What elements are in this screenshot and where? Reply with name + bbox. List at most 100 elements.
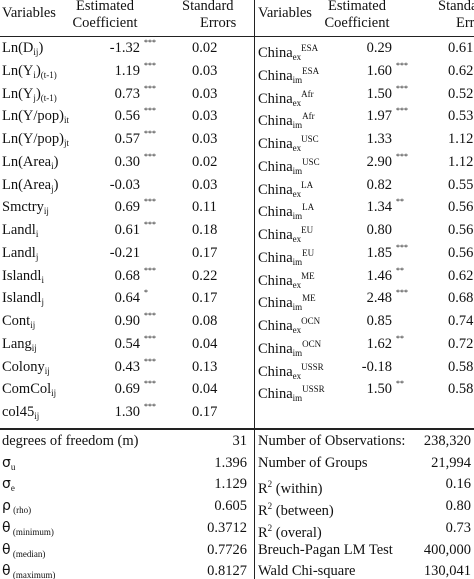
label-part: ) <box>38 40 44 56</box>
label-part: Breuch-Pagan LM Test <box>258 541 393 558</box>
label-part: R <box>258 503 268 520</box>
standard-error: 0.02 <box>192 153 218 170</box>
header: Variables <box>2 5 56 21</box>
standard-error: 0.72 <box>448 335 474 352</box>
standard-error: 0.56 <box>448 199 474 216</box>
label-part: ij <box>31 342 37 353</box>
label-part: China <box>258 113 293 130</box>
header: Errors <box>456 15 474 31</box>
significance: ** <box>396 379 404 389</box>
label-part: (maximum) <box>10 570 56 579</box>
label-part: China <box>258 363 293 380</box>
standard-error: 0.56 <box>448 222 474 238</box>
row-label: Breuch-Pagan LM Test <box>258 541 474 559</box>
label-part: Ln(Area <box>2 153 52 170</box>
row-label: ChinaexOCN <box>258 312 474 335</box>
label-part: ESA <box>301 43 319 53</box>
coefficient: 0.69 <box>114 381 140 398</box>
label-part: degrees of freedom (m) <box>2 433 139 449</box>
header: Variables <box>258 5 312 21</box>
coefficient: 0.80 <box>366 222 392 238</box>
label-part: ij <box>44 365 50 376</box>
stat-value: 0.16 <box>445 476 471 493</box>
label-part: China <box>258 90 293 107</box>
label-part: Ln(D <box>2 40 34 56</box>
header: Standard <box>182 0 234 14</box>
row-label: θ (maximum) <box>2 562 222 579</box>
standard-error: 0.03 <box>192 108 218 125</box>
row-label: Landli <box>2 221 222 239</box>
row-label: ChinaimESA <box>258 62 474 85</box>
row-label: ρ (rho) <box>2 497 222 515</box>
coefficient: 0.57 <box>114 131 140 147</box>
row-label: ChinaimUSSR <box>258 380 474 403</box>
row-label: Ln(Yi)(t-1) <box>2 62 222 80</box>
row-label: ChinaimAfr <box>258 107 474 130</box>
label-part: USSR <box>302 384 325 395</box>
label-part: i <box>51 160 54 171</box>
coefficient: 1.62 <box>366 335 392 352</box>
label-part: USC <box>302 156 320 167</box>
row-label: θ (median) <box>2 541 222 559</box>
coefficient: 0.30 <box>114 153 140 170</box>
header: Coefficient <box>72 15 138 31</box>
row-label: col45ij <box>2 403 222 421</box>
row-label: ComColij <box>2 380 222 398</box>
label-part: China <box>258 136 293 152</box>
coefficient: 1.19 <box>114 62 140 79</box>
coefficient: 0.64 <box>114 290 140 307</box>
label-part: ij <box>51 388 57 399</box>
coefficient: -1.32 <box>109 40 140 56</box>
label-part: Ln(Y <box>2 85 34 102</box>
label-part: ) <box>53 176 59 193</box>
header: Coefficient <box>324 15 390 31</box>
significance: ** <box>396 265 404 275</box>
standard-error: 0.03 <box>192 131 218 147</box>
label-part: u <box>10 461 16 472</box>
label-part: im <box>292 302 303 313</box>
standard-error: 0.68 <box>448 290 474 307</box>
column-divider <box>254 0 255 579</box>
row-label: ChinaimUSC <box>258 153 474 176</box>
coefficient: 0.43 <box>114 358 140 375</box>
label-part: σ <box>2 454 11 471</box>
stat-value: 0.605 <box>214 498 247 515</box>
significance: ** <box>396 197 404 207</box>
coefficient: 0.85 <box>366 313 392 329</box>
label-part: j <box>51 183 54 194</box>
significance: *** <box>396 242 408 252</box>
significance: *** <box>396 60 408 70</box>
standard-error: 0.03 <box>192 62 218 79</box>
label-part: (between) <box>272 503 334 520</box>
significance: *** <box>396 288 408 298</box>
row-label: σe <box>2 475 222 493</box>
label-part: θ <box>2 563 11 579</box>
label-part: ) <box>35 62 41 79</box>
label-part: ) <box>35 85 41 102</box>
label-part: jt <box>64 138 70 148</box>
label-part: Colony <box>2 358 45 375</box>
row-label: ChinaexEU <box>258 221 474 244</box>
label-part: ex <box>292 188 302 199</box>
label-part: ) <box>53 153 59 170</box>
label-part: j <box>33 92 36 103</box>
label-part: LA <box>302 202 315 213</box>
standard-error: 0.61 <box>448 40 474 56</box>
label-part: ex <box>292 52 302 62</box>
header: Estimated <box>76 0 134 14</box>
label-part: ij <box>33 47 39 57</box>
stat-value: 130,041 <box>423 563 471 579</box>
standard-error: 0.17 <box>192 404 218 420</box>
stat-value: 0.7726 <box>207 541 247 558</box>
label-part: ex <box>292 234 302 244</box>
label-part: (overal) <box>272 524 322 541</box>
coefficient: 0.68 <box>114 267 140 284</box>
label-part: i <box>33 69 36 80</box>
significance: *** <box>144 265 156 275</box>
label-part: (t-1) <box>40 69 57 80</box>
label-part: Ln(Y <box>2 62 34 79</box>
header: Errors <box>200 15 237 31</box>
label-part: Ln(Area <box>2 176 52 193</box>
row-label: Ln(Yj)(t-1) <box>2 85 222 103</box>
stat-value: 0.8127 <box>207 563 247 579</box>
